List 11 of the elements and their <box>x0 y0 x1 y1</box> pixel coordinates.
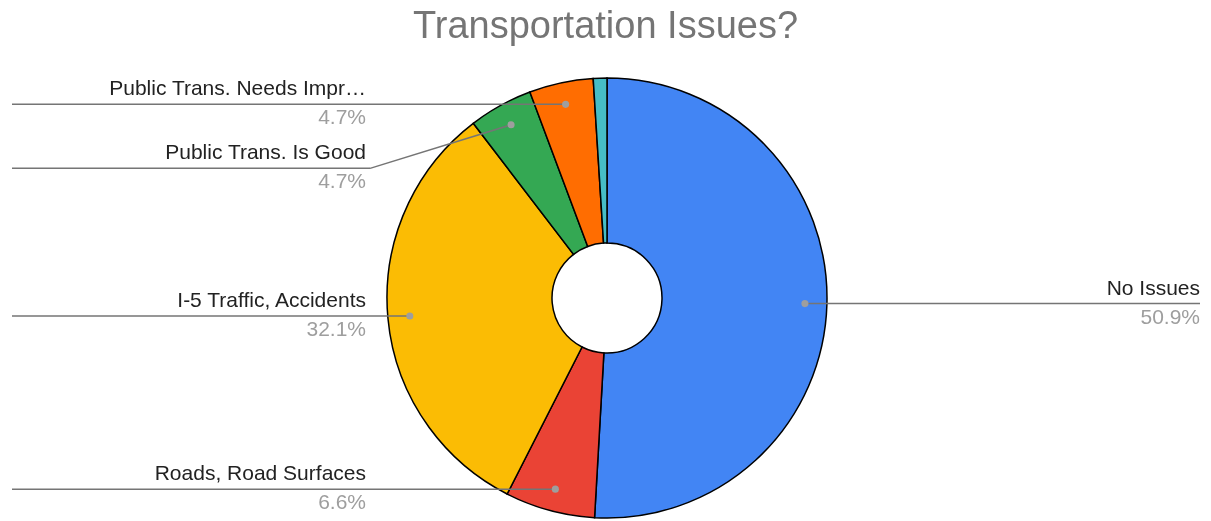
slice-label: Roads, Road Surfaces <box>154 461 366 485</box>
chart-title: Transportation Issues? <box>412 4 799 46</box>
data-label: 6.6% <box>318 490 366 514</box>
data-label: 4.7% <box>318 169 366 193</box>
data-label: 4.7% <box>318 105 366 129</box>
data-label: 32.1% <box>306 317 366 341</box>
data-label: 50.9% <box>1140 304 1200 328</box>
slice-label: No Issues <box>1106 275 1200 299</box>
slice-label: I-5 Traffic, Accidents <box>177 288 366 312</box>
slice-label: Public Trans. Is Good <box>165 140 366 164</box>
slice-label: Public Trans. Needs Impr… <box>109 76 366 100</box>
